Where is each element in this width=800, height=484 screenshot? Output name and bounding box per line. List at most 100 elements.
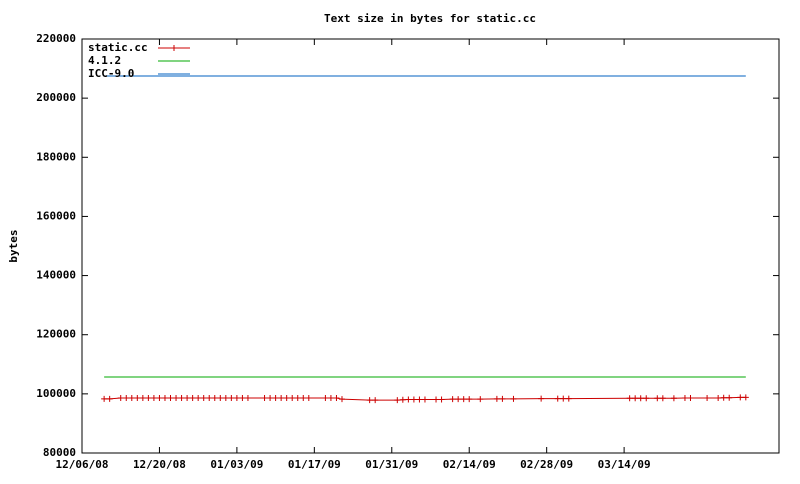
y-tick-label: 80000 xyxy=(43,446,76,459)
point-marker xyxy=(632,395,639,402)
x-tick-label: 02/14/09 xyxy=(443,458,496,471)
point-marker xyxy=(687,394,694,401)
x-tick-label: 12/06/08 xyxy=(56,458,109,471)
point-marker xyxy=(338,396,345,403)
point-marker xyxy=(233,394,240,401)
point-marker xyxy=(477,396,484,403)
point-marker xyxy=(305,394,312,401)
y-tick-label: 120000 xyxy=(36,328,76,341)
x-tick-label: 12/20/08 xyxy=(133,458,186,471)
point-marker xyxy=(294,394,301,401)
point-marker xyxy=(704,394,711,401)
point-marker xyxy=(670,395,677,402)
point-marker xyxy=(493,395,500,402)
point-marker xyxy=(244,394,251,401)
legend-marker xyxy=(171,45,177,51)
point-marker xyxy=(510,395,517,402)
point-marker xyxy=(200,394,207,401)
point-marker xyxy=(217,394,224,401)
point-marker xyxy=(106,395,113,402)
point-marker xyxy=(195,394,202,401)
point-marker xyxy=(499,395,506,402)
point-marker xyxy=(184,394,191,401)
point-marker xyxy=(173,394,180,401)
point-marker xyxy=(156,394,163,401)
point-marker xyxy=(372,397,379,404)
point-marker xyxy=(139,394,146,401)
point-marker xyxy=(460,396,467,403)
point-marker xyxy=(117,394,124,401)
point-marker xyxy=(538,395,545,402)
point-marker xyxy=(167,394,174,401)
y-tick-label: 200000 xyxy=(36,91,76,104)
point-marker xyxy=(272,394,279,401)
legend-label: static.cc xyxy=(88,41,148,54)
x-tick-label: 01/17/09 xyxy=(288,458,341,471)
point-marker xyxy=(333,394,340,401)
point-marker xyxy=(228,394,235,401)
point-marker xyxy=(123,394,130,401)
point-marker xyxy=(289,394,296,401)
point-marker xyxy=(742,394,749,401)
point-marker xyxy=(267,394,274,401)
point-marker xyxy=(145,394,152,401)
point-marker xyxy=(161,394,168,401)
point-marker xyxy=(178,394,185,401)
point-marker xyxy=(433,396,440,403)
point-marker xyxy=(659,395,666,402)
point-marker xyxy=(189,394,196,401)
point-marker xyxy=(327,394,334,401)
point-marker xyxy=(720,394,727,401)
point-marker xyxy=(421,396,428,403)
point-marker xyxy=(101,395,108,402)
point-marker xyxy=(455,396,462,403)
point-marker xyxy=(150,394,157,401)
point-marker xyxy=(399,396,406,403)
point-marker xyxy=(410,396,417,403)
point-marker xyxy=(737,394,744,401)
point-marker xyxy=(239,394,246,401)
legend-label: 4.1.2 xyxy=(88,54,121,67)
y-tick-label: 180000 xyxy=(36,150,76,163)
y-axis-label: bytes xyxy=(7,229,20,262)
x-tick-label: 03/14/09 xyxy=(598,458,651,471)
point-marker xyxy=(222,394,229,401)
y-tick-label: 100000 xyxy=(36,387,76,400)
point-marker xyxy=(134,394,141,401)
point-marker xyxy=(449,396,456,403)
point-marker xyxy=(283,394,290,401)
y-tick-label: 220000 xyxy=(36,32,76,45)
point-marker xyxy=(405,396,412,403)
point-marker xyxy=(300,394,307,401)
legend-label: ICC-9.0 xyxy=(88,67,134,80)
x-tick-label: 02/28/09 xyxy=(520,458,573,471)
plot-border xyxy=(81,38,780,454)
point-marker xyxy=(565,395,572,402)
y-tick-label: 160000 xyxy=(36,209,76,222)
point-marker xyxy=(211,394,218,401)
x-tick-label: 01/31/09 xyxy=(365,458,418,471)
point-marker xyxy=(681,394,688,401)
point-marker xyxy=(416,396,423,403)
y-tick-label: 140000 xyxy=(36,269,76,282)
point-marker xyxy=(438,396,445,403)
point-marker xyxy=(466,396,473,403)
point-marker xyxy=(715,394,722,401)
point-marker xyxy=(366,397,373,404)
point-marker xyxy=(261,394,268,401)
x-tick-label: 01/03/09 xyxy=(210,458,263,471)
chart-title: Text size in bytes for static.cc xyxy=(324,12,536,25)
point-marker xyxy=(637,395,644,402)
point-marker xyxy=(322,394,329,401)
point-marker xyxy=(654,395,661,402)
point-marker xyxy=(726,394,733,401)
point-marker xyxy=(128,394,135,401)
point-marker xyxy=(554,395,561,402)
point-marker xyxy=(394,397,401,404)
point-marker xyxy=(643,395,650,402)
point-marker xyxy=(206,394,213,401)
point-marker xyxy=(560,395,567,402)
point-marker xyxy=(626,395,633,402)
